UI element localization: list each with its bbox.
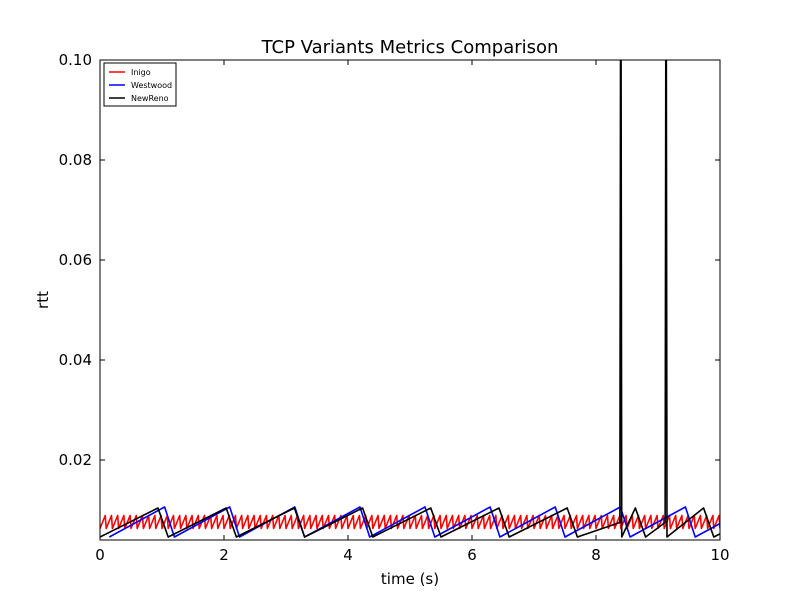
legend-label-westwood: Westwood bbox=[131, 81, 172, 90]
tick-layer: 0 2 4 6 8 10 0.02 0.04 0.06 0.08 0.10 bbox=[59, 51, 730, 564]
x-tick-label: 8 bbox=[591, 546, 601, 564]
plot-area-frame bbox=[99, 59, 721, 541]
series-layer bbox=[100, 60, 720, 538]
chart-title: TCP Variants Metrics Comparison bbox=[261, 37, 559, 58]
y-tick-label: 0.04 bbox=[59, 351, 92, 369]
legend-label-inigo: Inigo bbox=[131, 68, 151, 77]
legend: Inigo Westwood NewReno bbox=[103, 62, 177, 107]
y-tick-label: 0.10 bbox=[59, 51, 92, 69]
x-axis-label: time (s) bbox=[381, 570, 439, 588]
y-tick-label: 0.02 bbox=[59, 451, 92, 469]
series-line-westwood bbox=[108, 506, 720, 538]
x-tick-label: 2 bbox=[219, 546, 229, 564]
x-tick-label: 6 bbox=[467, 546, 477, 564]
x-tick-label: 10 bbox=[710, 546, 729, 564]
y-tick-label: 0.08 bbox=[59, 151, 92, 169]
y-tick-label: 0.06 bbox=[59, 251, 92, 269]
y-axis-label: rtt bbox=[34, 291, 52, 309]
x-tick-label: 4 bbox=[343, 546, 353, 564]
legend-label-newreno: NewReno bbox=[131, 94, 169, 103]
series-line-newreno bbox=[100, 60, 720, 538]
x-tick-label: 0 bbox=[95, 546, 105, 564]
